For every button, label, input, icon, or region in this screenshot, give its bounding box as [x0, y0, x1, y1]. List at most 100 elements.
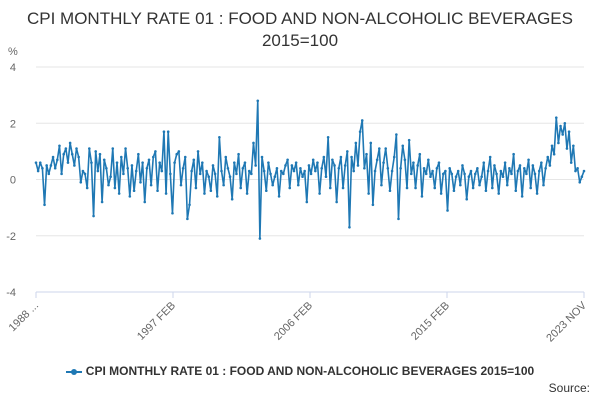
data-point[interactable]: [576, 166, 579, 170]
data-point[interactable]: [554, 116, 558, 119]
data-point[interactable]: [38, 161, 42, 164]
data-point[interactable]: [130, 164, 134, 167]
data-point[interactable]: [196, 150, 200, 153]
data-point[interactable]: [463, 172, 466, 176]
data-point[interactable]: [292, 169, 296, 173]
data-point[interactable]: [81, 169, 85, 173]
data-point[interactable]: [275, 166, 279, 170]
data-point[interactable]: [279, 169, 283, 173]
data-point[interactable]: [179, 183, 183, 187]
data-point[interactable]: [424, 172, 428, 176]
data-point[interactable]: [523, 166, 526, 170]
data-point[interactable]: [228, 175, 232, 178]
data-point[interactable]: [201, 161, 204, 164]
data-point[interactable]: [173, 161, 176, 164]
data-point[interactable]: [352, 169, 356, 173]
data-point[interactable]: [169, 172, 172, 176]
data-point[interactable]: [267, 161, 270, 164]
data-point[interactable]: [277, 195, 281, 198]
data-point[interactable]: [105, 166, 108, 170]
data-point[interactable]: [58, 144, 61, 148]
data-point[interactable]: [243, 161, 247, 164]
data-point[interactable]: [444, 169, 447, 173]
data-point[interactable]: [92, 214, 95, 218]
data-point[interactable]: [60, 172, 63, 176]
data-point[interactable]: [224, 155, 228, 159]
data-point[interactable]: [403, 158, 407, 162]
data-point[interactable]: [356, 164, 360, 167]
data-point[interactable]: [437, 161, 441, 164]
data-point[interactable]: [245, 192, 249, 195]
data-point[interactable]: [365, 152, 368, 156]
data-point[interactable]: [418, 152, 422, 156]
data-point[interactable]: [480, 175, 483, 178]
data-point[interactable]: [34, 161, 38, 164]
data-point[interactable]: [213, 172, 217, 176]
data-point[interactable]: [137, 152, 140, 156]
data-point[interactable]: [478, 183, 481, 187]
data-point[interactable]: [70, 152, 74, 156]
data-point[interactable]: [465, 197, 469, 201]
data-point[interactable]: [346, 150, 349, 153]
data-point[interactable]: [439, 192, 443, 195]
data-point[interactable]: [160, 169, 164, 173]
data-point[interactable]: [542, 183, 545, 187]
data-point[interactable]: [207, 175, 211, 178]
data-point[interactable]: [254, 164, 257, 167]
data-point[interactable]: [322, 155, 326, 159]
data-point[interactable]: [145, 166, 149, 170]
data-point[interactable]: [192, 158, 196, 162]
data-point[interactable]: [299, 166, 302, 170]
data-point[interactable]: [290, 164, 294, 167]
data-point[interactable]: [482, 161, 486, 164]
data-point[interactable]: [503, 161, 507, 164]
data-point[interactable]: [540, 161, 543, 164]
data-point[interactable]: [461, 164, 464, 167]
data-point[interactable]: [194, 186, 198, 190]
data-point[interactable]: [100, 200, 104, 204]
data-point[interactable]: [510, 172, 513, 176]
data-point[interactable]: [258, 237, 262, 240]
data-point[interactable]: [85, 186, 89, 190]
data-point[interactable]: [288, 186, 292, 190]
data-point[interactable]: [311, 158, 315, 162]
data-point[interactable]: [343, 164, 347, 167]
data-point[interactable]: [399, 166, 402, 170]
data-point[interactable]: [367, 192, 370, 195]
data-point[interactable]: [262, 169, 266, 173]
data-point[interactable]: [309, 172, 313, 176]
data-point[interactable]: [531, 164, 535, 167]
data-point[interactable]: [386, 166, 390, 170]
data-point[interactable]: [222, 183, 225, 187]
data-point[interactable]: [303, 169, 306, 173]
data-point[interactable]: [305, 200, 309, 204]
data-point[interactable]: [282, 172, 285, 176]
data-point[interactable]: [237, 152, 240, 156]
data-point[interactable]: [414, 186, 417, 190]
data-point[interactable]: [497, 192, 501, 195]
data-point[interactable]: [518, 164, 522, 167]
data-point[interactable]: [552, 152, 556, 156]
data-point[interactable]: [339, 155, 343, 159]
data-point[interactable]: [171, 211, 174, 215]
data-point[interactable]: [126, 166, 129, 170]
data-point[interactable]: [218, 136, 221, 139]
data-point[interactable]: [316, 161, 319, 164]
data-point[interactable]: [407, 138, 411, 142]
data-point[interactable]: [563, 121, 567, 125]
data-point[interactable]: [286, 158, 289, 162]
data-point[interactable]: [220, 169, 223, 173]
data-point[interactable]: [107, 183, 110, 187]
data-point[interactable]: [49, 164, 53, 167]
data-point[interactable]: [128, 195, 132, 198]
data-point[interactable]: [314, 169, 317, 173]
data-point[interactable]: [582, 169, 586, 173]
data-point[interactable]: [446, 209, 449, 212]
data-point[interactable]: [450, 172, 454, 176]
data-point[interactable]: [429, 175, 432, 178]
data-point[interactable]: [491, 186, 494, 190]
data-point[interactable]: [53, 166, 57, 170]
data-point[interactable]: [422, 166, 426, 170]
series-line[interactable]: [35, 99, 585, 240]
data-point[interactable]: [252, 141, 255, 145]
